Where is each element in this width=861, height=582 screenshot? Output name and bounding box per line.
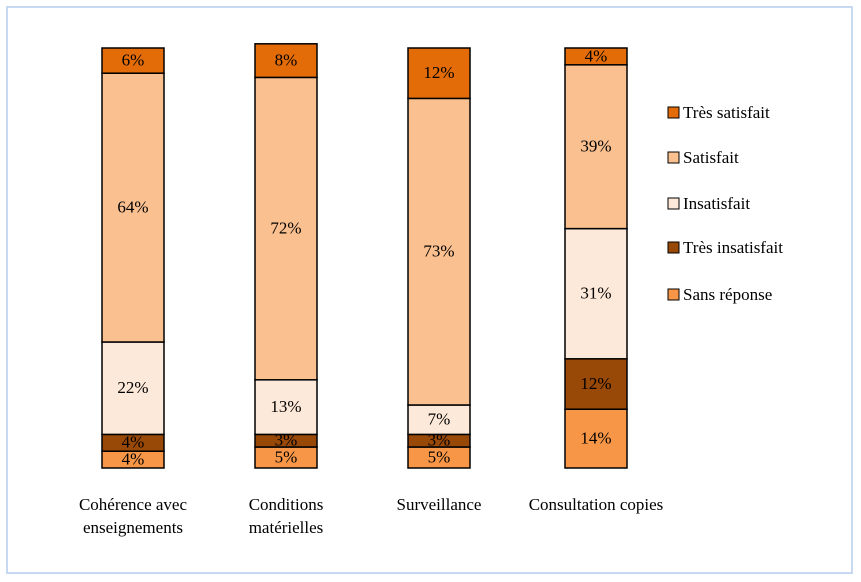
value-label: 4%	[122, 433, 145, 452]
legend-label: Sans réponse	[683, 285, 772, 304]
legend-swatch	[667, 106, 680, 119]
value-label: 13%	[270, 397, 301, 416]
legend-swatch	[667, 241, 680, 254]
x-tick-label: Consultation copies	[528, 495, 664, 514]
bar-segment	[407, 404, 471, 436]
value-label: 14%	[580, 429, 611, 448]
bar-segment	[254, 379, 318, 436]
value-label: 7%	[428, 410, 451, 429]
value-label: 64%	[117, 198, 148, 217]
legend-swatch	[667, 197, 680, 210]
value-label: 3%	[428, 431, 451, 450]
value-label: 3%	[275, 431, 298, 450]
legend-label: Très insatisfait	[683, 238, 783, 257]
bar-segment	[254, 43, 318, 79]
value-label: 39%	[580, 137, 611, 156]
value-label: 73%	[423, 242, 454, 261]
legend-swatch	[667, 151, 680, 164]
value-label: 72%	[270, 219, 301, 238]
value-label: 4%	[585, 46, 608, 65]
value-label: 31%	[580, 284, 611, 303]
value-label: 6%	[122, 51, 145, 70]
bar-segment	[407, 47, 471, 100]
x-tick-label: Surveillance	[396, 495, 482, 514]
value-label: 4%	[122, 450, 145, 469]
bar-segment	[101, 72, 165, 343]
value-label: 12%	[423, 63, 454, 82]
value-label: 22%	[117, 378, 148, 397]
bar-segment	[564, 64, 628, 230]
bar-segment	[101, 47, 165, 74]
chart-frame	[6, 6, 853, 574]
bar-segment	[254, 76, 318, 381]
bar-segment	[564, 47, 628, 66]
value-label: 8%	[275, 51, 298, 70]
legend-label: Insatisfait	[683, 194, 750, 213]
legend-label: Très satisfait	[683, 103, 770, 122]
x-tick-label: Cohérence avec enseignements	[78, 495, 188, 537]
bar-segment	[101, 341, 165, 436]
legend-label: Satisfait	[683, 148, 739, 167]
legend-swatch	[667, 288, 680, 301]
bar-segment	[564, 408, 628, 469]
value-label: 5%	[275, 447, 298, 466]
x-tick-label: Conditions matérielles	[248, 495, 324, 537]
bar-segment	[407, 97, 471, 406]
bar-segment	[564, 358, 628, 410]
value-label: 12%	[580, 374, 611, 393]
bar-segment	[564, 227, 628, 360]
value-label: 5%	[428, 447, 451, 466]
